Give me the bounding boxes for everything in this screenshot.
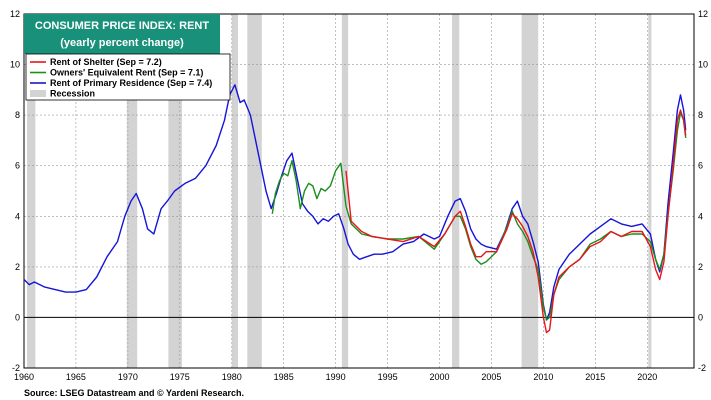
recession-band-6	[452, 14, 460, 368]
recession-band-5	[341, 14, 349, 368]
x-tick-label-5: 1985	[274, 372, 294, 382]
legend-label-0: Rent of Shelter (Sep = 7.2)	[50, 57, 162, 67]
y-tick-label-left-0: -2	[12, 363, 20, 373]
source-note: Source: LSEG Datastream and © Yardeni Re…	[24, 388, 244, 398]
y-tick-label-right-2: 2	[698, 262, 703, 272]
x-tick-label-8: 2000	[429, 372, 449, 382]
x-tick-label-6: 1990	[326, 372, 346, 382]
y-tick-label-right-6: 10	[698, 60, 708, 70]
y-tick-label-left-7: 12	[10, 9, 20, 19]
y-tick-labels-right: -2 0 2 4 6 8 10 12	[698, 9, 708, 373]
x-tick-label-1: 1965	[66, 372, 86, 382]
y-tick-labels-left: -2 0 2 4 6 8 10 12	[10, 9, 20, 373]
y-tick-label-left-4: 6	[15, 161, 20, 171]
chart-title: CONSUMER PRICE INDEX: RENT	[35, 20, 209, 32]
y-tick-label-right-5: 8	[698, 110, 703, 120]
recession-band-4	[247, 14, 262, 368]
x-tick-label-4: 1980	[222, 372, 242, 382]
legend-label-3: Recession	[50, 89, 95, 99]
y-tick-label-left-6: 10	[10, 60, 20, 70]
x-tick-label-2: 1970	[118, 372, 138, 382]
y-tick-label-right-7: 12	[698, 9, 708, 19]
legend: Rent of Shelter (Sep = 7.2)Owners' Equiv…	[25, 53, 231, 101]
chart-subtitle: (yearly percent change)	[60, 37, 184, 49]
x-tick-label-0: 1960	[14, 372, 34, 382]
y-tick-label-right-3: 4	[698, 211, 703, 221]
plot-frame	[23, 13, 695, 369]
legend-box	[25, 53, 231, 101]
legend-label-2: Rent of Primary Residence (Sep = 7.4)	[50, 78, 212, 88]
x-tick-label-11: 2015	[585, 372, 605, 382]
series-line-1	[271, 111, 687, 321]
series-line-2	[23, 84, 687, 321]
recession-bands	[27, 14, 652, 368]
recession-band-1	[126, 14, 138, 368]
legend-swatch-3	[30, 90, 46, 97]
x-tick-label-9: 2005	[481, 372, 501, 382]
y-tick-label-left-5: 8	[15, 110, 20, 120]
series-lines	[23, 84, 687, 334]
y-tick-label-left-3: 4	[15, 211, 20, 221]
recession-band-7	[521, 14, 539, 368]
x-tick-label-12: 2020	[637, 372, 657, 382]
recession-band-8	[648, 14, 652, 368]
x-tick-labels: 1960 1965 1970 1975 1980 1985 1990 1995 2000 2005…	[14, 372, 657, 382]
y-tick-label-right-4: 6	[698, 161, 703, 171]
x-tick-label-3: 1975	[170, 372, 190, 382]
title-box: CONSUMER PRICE INDEX: RENT (yearly perce…	[24, 14, 220, 54]
y-tick-label-left-1: 0	[15, 312, 20, 322]
x-tick-label-10: 2010	[533, 372, 553, 382]
series-line-0	[345, 109, 687, 334]
legend-label-1: Owners' Equivalent Rent (Sep = 7.1)	[50, 68, 203, 78]
x-tick-label-7: 1995	[378, 372, 398, 382]
recession-band-0	[27, 14, 36, 368]
recession-band-3	[231, 14, 238, 368]
y-tick-label-right-0: -2	[698, 363, 706, 373]
y-tick-label-left-2: 2	[15, 262, 20, 272]
y-tick-label-right-1: 0	[698, 312, 703, 322]
